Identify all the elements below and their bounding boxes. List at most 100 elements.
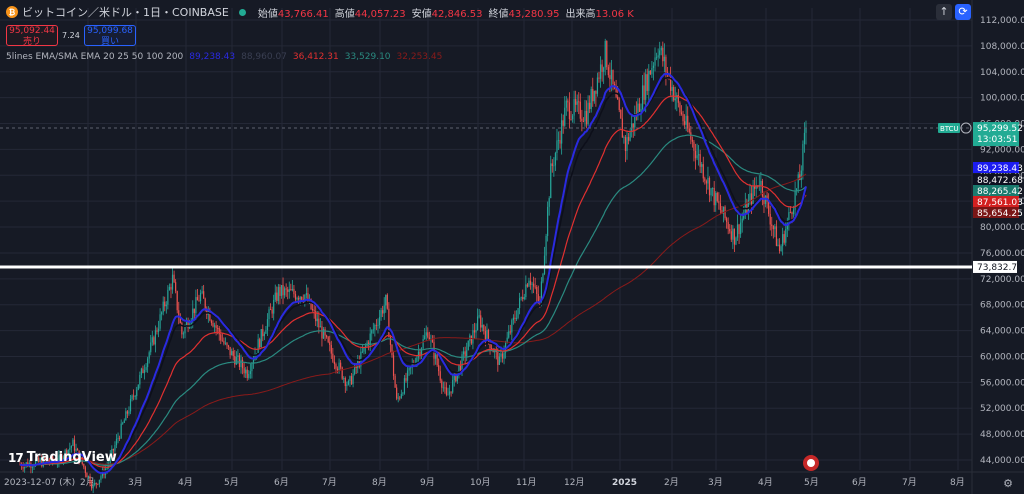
candle-body: [682, 114, 684, 122]
x-tick-label: 2月: [80, 477, 95, 488]
candle-body: [733, 228, 736, 245]
candle-body: [473, 330, 476, 333]
candle-body: [727, 222, 729, 229]
candle-body: [662, 47, 664, 62]
candle-body: [424, 335, 426, 340]
ma-label: 85,654.25: [977, 209, 1023, 219]
candle-body: [498, 356, 500, 365]
candle-body: [750, 193, 753, 205]
candle-body: [115, 438, 118, 446]
candle-body: [382, 310, 384, 314]
candle-body: [464, 351, 466, 357]
ticker-tag-bg: [938, 123, 960, 134]
candle-body: [712, 187, 714, 189]
candle-body: [181, 322, 183, 335]
event-marker-center: [807, 459, 815, 467]
candle-body: [290, 289, 292, 291]
candle-body: [732, 228, 734, 240]
x-tick-label: 4月: [758, 477, 773, 488]
up-arrow-icon[interactable]: ↑: [936, 4, 952, 20]
x-tick-label: 8月: [950, 477, 965, 488]
candle-body: [245, 369, 247, 374]
candle-body: [680, 112, 683, 115]
candle-body: [417, 351, 420, 358]
candle-body: [210, 320, 213, 323]
candle-body: [137, 384, 139, 390]
y-tick-label: 64,000.00: [980, 327, 1024, 337]
candle-body: [282, 285, 284, 296]
candle-body: [593, 90, 595, 102]
candle-body: [735, 237, 737, 245]
candle-body: [109, 455, 111, 464]
candle-body: [441, 380, 443, 388]
candle-body: [789, 212, 792, 214]
candle-body: [50, 456, 52, 462]
candle-body: [251, 363, 253, 372]
candle-body: [419, 351, 421, 356]
candle-body: [514, 317, 516, 319]
candle-body: [131, 395, 133, 400]
candle-body: [340, 362, 342, 368]
candle-body: [84, 467, 86, 474]
candle-body: [220, 334, 222, 341]
candle-body: [797, 174, 799, 189]
candle-body: [476, 316, 479, 331]
candle-body: [246, 369, 248, 378]
candle-body: [33, 466, 35, 467]
x-tick-label: 10月: [470, 477, 490, 488]
gear-icon[interactable]: ⚙: [1003, 477, 1013, 490]
candle-body: [483, 325, 485, 332]
candle-body: [312, 308, 314, 311]
ema25-line: [19, 76, 807, 473]
candle-body: [562, 120, 564, 126]
candle-body: [497, 351, 499, 365]
refresh-icon[interactable]: ⟳: [955, 4, 971, 20]
candle-body: [150, 342, 152, 353]
candle-body: [654, 57, 656, 66]
candle-body: [561, 120, 563, 144]
candle-body: [224, 342, 227, 344]
candle-body: [696, 155, 698, 159]
candle-body: [445, 387, 448, 395]
candle-body: [350, 376, 353, 385]
sell-button[interactable]: 95,092.44 売り: [6, 25, 58, 47]
candle-body: [450, 391, 452, 393]
candle-body: [266, 319, 269, 331]
candle-body: [592, 89, 594, 102]
candle-body: [431, 338, 434, 343]
candle-body: [769, 213, 771, 225]
ma-label: 88,472.68: [977, 176, 1023, 186]
ma-label-bg: [973, 207, 1019, 218]
candle-body: [506, 337, 508, 343]
candle-body: [645, 74, 647, 100]
candle-body: [134, 396, 136, 397]
buy-button[interactable]: 95,099.68 買い: [84, 25, 136, 47]
candle-body: [83, 463, 85, 468]
candle-body: [94, 482, 96, 486]
x-tick-label: 7月: [322, 477, 337, 488]
candle-body: [587, 102, 589, 125]
candle-body: [640, 109, 642, 112]
candle-body: [122, 422, 124, 424]
indicator-legend[interactable]: 5lines EMA/SMA EMA 20 25 50 100 200 89,2…: [6, 52, 442, 62]
candle-body: [774, 226, 776, 230]
candle-body: [618, 99, 620, 110]
candle-body: [719, 203, 721, 211]
candle-body: [467, 340, 469, 351]
candle-body: [461, 354, 463, 371]
candle-body: [159, 314, 161, 329]
candle-body: [637, 103, 639, 116]
symbol-header: ₿ ビットコイン／米ドル・1日・COINBASE 始値43,766.41 高値44…: [6, 4, 634, 20]
indicator-value-ema50: 36,412.31: [292, 52, 339, 62]
candle-body: [310, 298, 312, 309]
candle-body: [567, 100, 569, 103]
candle-body: [501, 353, 504, 359]
ma-label-bg: [973, 162, 1019, 173]
symbol-title[interactable]: ビットコイン／米ドル・1日・COINBASE: [22, 6, 229, 19]
candle-body: [763, 196, 765, 204]
live-status-dot-icon: [238, 8, 246, 16]
candle-body: [198, 300, 200, 302]
candle-body: [147, 358, 149, 368]
ma-label-bg: [973, 196, 1019, 207]
